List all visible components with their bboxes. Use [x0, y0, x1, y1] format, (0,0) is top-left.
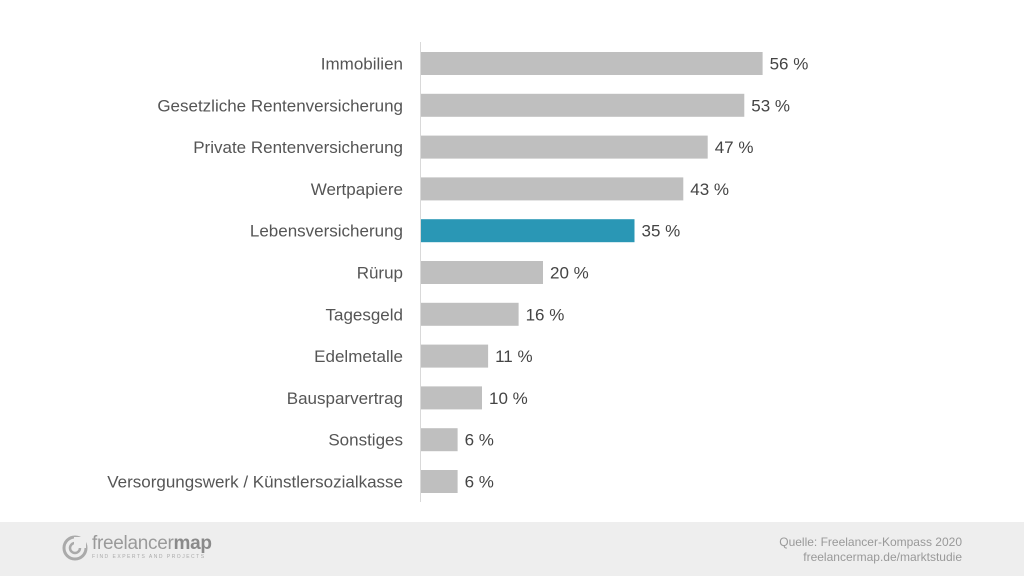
category-label-edelmetalle: Edelmetalle	[314, 347, 403, 366]
logo-name: freelancermap	[92, 534, 212, 554]
bar-tagesgeld	[421, 302, 519, 326]
logo-mark-icon	[62, 535, 88, 560]
value-label-immobilien: 56 %	[770, 55, 809, 74]
source-url[interactable]: freelancermap.de/marktstudie	[803, 550, 962, 564]
logo-text: freelancermap FIND EXPERTS AND PROJECTS	[92, 534, 212, 561]
bar-edelmetalle	[421, 344, 489, 368]
category-label-immobilien: Immobilien	[321, 55, 403, 74]
value-label-private-rentenversicherung: 47 %	[715, 138, 754, 157]
value-label-tagesgeld: 16 %	[526, 305, 565, 324]
value-label-sonstiges: 6 %	[465, 431, 494, 450]
value-label-r-rup: 20 %	[550, 264, 589, 283]
value-label-wertpapiere: 43 %	[690, 180, 729, 199]
category-label-gesetzliche-rentenversicherung: Gesetzliche Rentenversicherung	[157, 96, 403, 115]
value-label-versorgungswerk-k-nstlersozialkasse: 6 %	[465, 473, 494, 492]
bar-r-rup	[421, 261, 543, 284]
logo-tagline: FIND EXPERTS AND PROJECTS	[92, 554, 206, 560]
bar-sonstiges	[421, 428, 458, 452]
source-info: Quelle: Freelancer-Kompass 2020 freelanc…	[779, 535, 962, 565]
bars-group: Immobilien 56 % Gesetzliche Rentenversiche…	[107, 52, 808, 493]
bar-private-rentenversicherung	[421, 135, 708, 159]
bar-chart: Immobilien 56 % Gesetzliche Rentenversiche…	[107, 42, 808, 502]
source-line: Quelle: Freelancer-Kompass 2020	[779, 535, 962, 549]
category-label-bausparvertrag: Bausparvertrag	[287, 389, 403, 408]
bar-lebensversicherung	[421, 219, 635, 243]
category-label-r-rup: Rürup	[357, 264, 403, 283]
value-label-gesetzliche-rentenversicherung: 53 %	[751, 96, 790, 115]
bar-immobilien	[421, 52, 763, 75]
footer-bar: freelancermap FIND EXPERTS AND PROJECTS …	[0, 522, 1024, 576]
value-label-lebensversicherung: 35 %	[642, 222, 681, 241]
category-label-versorgungswerk-k-nstlersozialkasse: Versorgungswerk / Künstlersozialkasse	[107, 473, 403, 492]
bar-versorgungswerk-k-nstlersozialkasse	[421, 470, 458, 493]
bar-gesetzliche-rentenversicherung	[421, 93, 745, 117]
bar-wertpapiere	[421, 177, 684, 201]
logo-name-suffix: map	[173, 533, 212, 554]
value-label-edelmetalle: 11 %	[495, 347, 532, 366]
freelancermap-logo[interactable]: freelancermap FIND EXPERTS AND PROJECTS	[62, 534, 212, 561]
category-label-lebensversicherung: Lebensversicherung	[250, 222, 403, 241]
category-label-wertpapiere: Wertpapiere	[311, 180, 403, 199]
value-label-bausparvertrag: 10 %	[489, 389, 528, 408]
bar-bausparvertrag	[421, 386, 482, 410]
category-label-tagesgeld: Tagesgeld	[325, 305, 403, 324]
logo-name-prefix: freelancer	[92, 533, 174, 554]
category-label-sonstiges: Sonstiges	[328, 431, 403, 450]
category-label-private-rentenversicherung: Private Rentenversicherung	[193, 138, 403, 157]
